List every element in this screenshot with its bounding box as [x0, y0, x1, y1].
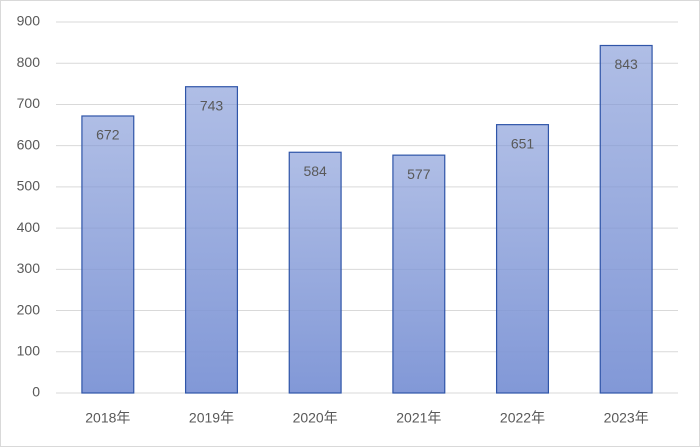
x-tick-label: 2018年 [85, 410, 130, 426]
x-tick-label: 2023年 [604, 410, 649, 426]
data-label: 672 [96, 127, 120, 143]
x-tick-label: 2022年 [500, 410, 545, 426]
y-tick-label: 900 [17, 13, 41, 29]
y-tick-label: 400 [17, 219, 41, 235]
y-tick-label: 700 [17, 95, 41, 111]
bar [599, 44, 653, 394]
y-tick-label: 300 [17, 260, 41, 276]
y-tick-label: 200 [17, 301, 41, 317]
data-label: 743 [200, 97, 224, 113]
y-tick-label: 800 [17, 54, 41, 70]
x-tick-label: 2020年 [293, 410, 338, 426]
bar [184, 86, 239, 394]
bar [288, 151, 342, 394]
data-label: 843 [614, 56, 638, 72]
data-label: 584 [303, 163, 327, 179]
y-tick-label: 0 [32, 384, 40, 400]
y-tick-label: 600 [17, 136, 41, 152]
y-tick-label: 500 [17, 178, 41, 194]
y-tick-label: 100 [17, 342, 41, 358]
bar [81, 115, 135, 394]
x-tick-label: 2019年 [189, 410, 234, 426]
data-label: 577 [407, 166, 431, 182]
data-label: 651 [511, 135, 535, 151]
bar [495, 124, 550, 394]
bar [392, 154, 446, 394]
x-tick-label: 2021年 [396, 410, 441, 426]
